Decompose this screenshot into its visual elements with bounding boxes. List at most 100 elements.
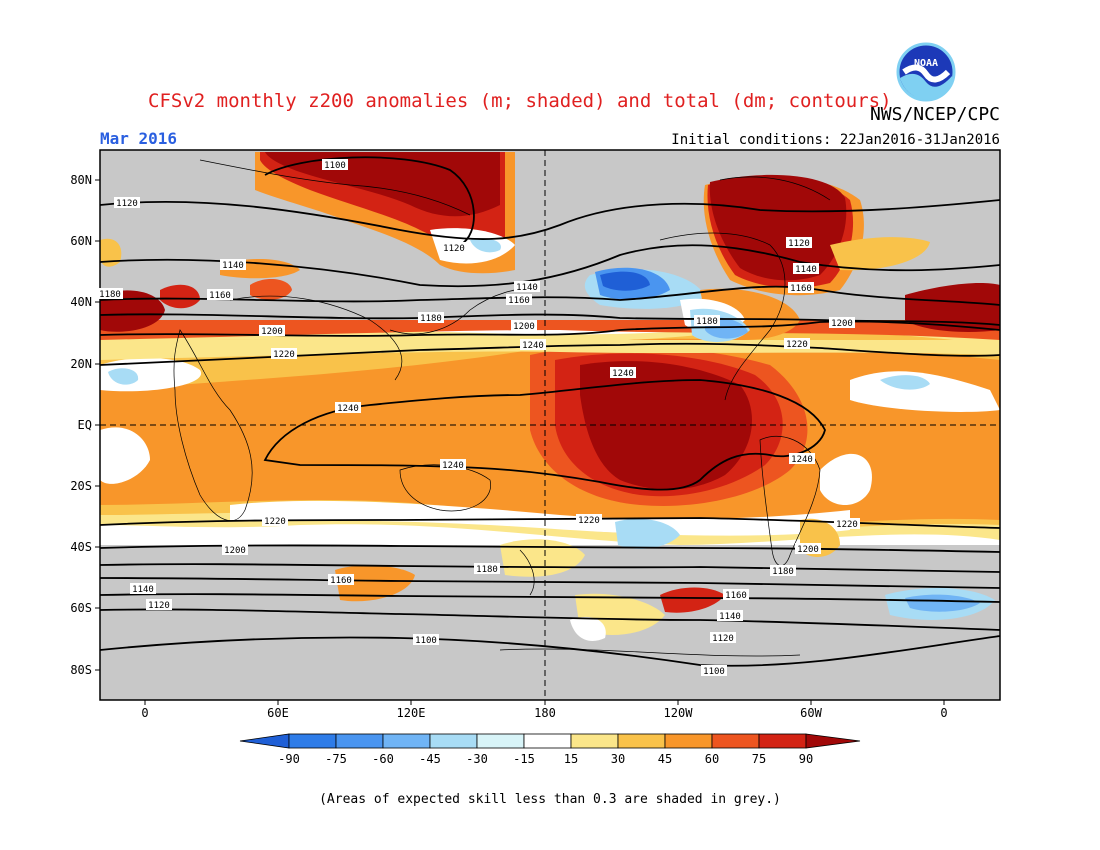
north-atlantic-dark-red-east [905,283,1000,332]
south-pacific-white [570,616,606,641]
lon-label: 60W [800,706,822,720]
colorbar-swatch [664,733,713,749]
longitude-axis: 0 60E 120E 180 120W 60W 0 [141,700,948,720]
colorbar-tick: 30 [611,752,625,766]
colorbar-tick: -90 [278,752,300,766]
south-pacific-dark-red [660,587,725,613]
lon-label: 180 [534,706,556,720]
contour-label: 1180 [772,567,794,577]
noaa-logo-text: NOAA [914,58,938,69]
white-patch-south-atl [820,453,872,505]
contour-label: 1220 [786,340,808,350]
lat-label: 80S [70,663,92,677]
white-patch-atlantic-eq [100,427,150,484]
initial-conditions: Initial conditions: 22Jan2016-31Jan2016 [671,132,1000,148]
contour-label: 1200 [831,319,853,329]
contour-label: 1240 [522,341,544,351]
contour-label: 1200 [261,327,283,337]
lat-label: 40S [70,540,92,554]
contour-label: 1200 [797,545,819,555]
colorbar-swatch [288,733,337,749]
lon-label: 0 [940,706,947,720]
contour-label: 1240 [791,455,813,465]
contour-label: 1140 [222,261,244,271]
colorbar-right-arrow [805,733,861,749]
contour-label: 1200 [513,322,535,332]
contour-label: 1160 [209,291,231,301]
contour-label: 1140 [795,265,817,275]
light-blue-patch-atlantic [108,368,139,385]
colorbar-tick: 15 [564,752,578,766]
lon-label: 120E [397,706,426,720]
asia-orange-patch [250,278,292,300]
colorbar: -90 -75 -60 -45 -30 -15 15 30 45 60 75 9… [239,733,861,766]
colorbar-tick: -60 [372,752,394,766]
bering-light-blue [470,238,501,253]
europe-red-patch [160,284,200,309]
contour-label: 1220 [578,516,600,526]
contour-label: 1220 [836,520,858,530]
lat-label: EQ [78,418,92,432]
contour-label: 1200 [224,546,246,556]
north-atlantic-dark-red [100,290,165,332]
canada-dark-red [709,174,847,281]
colorbar-swatch [523,733,572,749]
lat-label: 60N [70,234,92,248]
colorbar-swatch [711,733,760,749]
lat-label: 40N [70,295,92,309]
colorbar-tick: 90 [799,752,813,766]
contour-label: 1100 [324,161,346,171]
colorbar-tick: -45 [419,752,441,766]
height-contours [100,156,1000,667]
lat-label: 20N [70,357,92,371]
south-atlantic-light-blue-inner [905,594,980,612]
forecast-month: Mar 2016 [100,129,178,148]
contour-label: 1240 [337,404,359,414]
organization-label: NWS/NCEP/CPC [869,104,1000,125]
north-pacific-dark-blue [600,271,650,291]
contour-label: 1160 [725,591,747,601]
latitude-axis: 80N 60N 40N 20N EQ 20S 40S 60S 80S [70,173,100,677]
colorbar-tick: -15 [513,752,535,766]
contour-label: 1180 [99,290,121,300]
contour-label: 1220 [273,350,295,360]
colorbar-tick: -75 [325,752,347,766]
contour-label: 1120 [712,634,734,644]
contour-label-group: 1100 1120 1140 1160 1180 1200 1220 1240 … [97,159,860,677]
contour-label: 1120 [788,239,810,249]
light-blue-patch-east-pac [880,375,930,390]
colorbar-swatch [335,733,384,749]
contour-label: 1180 [696,317,718,327]
contour-label: 1180 [420,314,442,324]
colorbar-tick: -30 [466,752,488,766]
contour-label: 1160 [330,576,352,586]
contour-label: 1240 [612,369,634,379]
contour-label: 1140 [516,283,538,293]
lon-label: 0 [141,706,148,720]
colorbar-swatch [570,733,619,749]
contour-label: 1100 [415,636,437,646]
contour-label: 1120 [116,199,138,209]
lat-label: 60S [70,601,92,615]
colorbar-swatch [476,733,525,749]
south-pacific-light-blue [615,518,680,549]
contour-label: 1180 [476,565,498,575]
chart-title: CFSv2 monthly z200 anomalies (m; shaded)… [148,90,892,112]
contour-label: 1100 [703,667,725,677]
contour-label: 1140 [719,612,741,622]
lat-label: 80N [70,173,92,187]
contour-label: 1240 [442,461,464,471]
skill-footnote: (Areas of expected skill less than 0.3 a… [319,792,781,807]
noaa-logo: NOAA [896,42,956,102]
contour-label: 1120 [148,601,170,611]
lat-label: 20S [70,479,92,493]
colorbar-swatch [758,733,807,749]
colorbar-tick: 60 [705,752,719,766]
lon-label: 60E [267,706,289,720]
lon-label: 120W [664,706,694,720]
colorbar-tick: 75 [752,752,766,766]
colorbar-swatch [617,733,666,749]
contour-label: 1160 [508,296,530,306]
contour-label: 1160 [790,284,812,294]
